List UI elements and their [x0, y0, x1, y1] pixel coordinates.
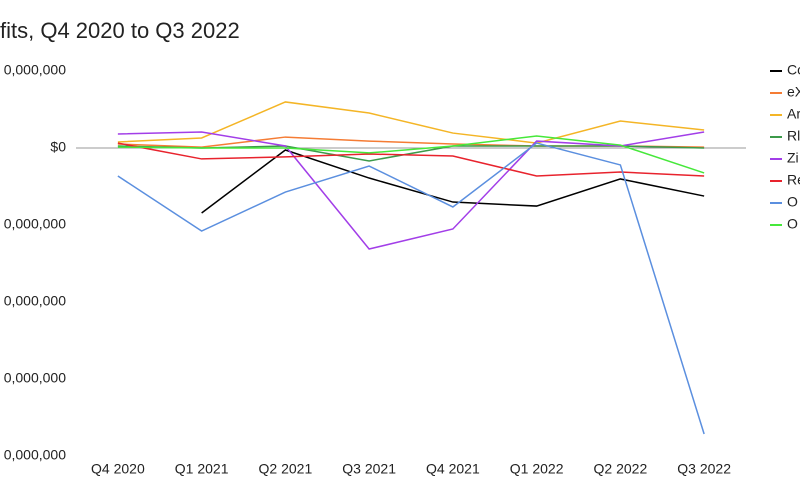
x-tick-label: Q1 2021 — [175, 461, 229, 477]
legend-label: Rl — [787, 128, 800, 144]
x-tick-label: Q2 2021 — [259, 461, 313, 477]
y-tick-label: $0 — [50, 139, 66, 155]
x-tick-label: Q3 2022 — [677, 461, 731, 477]
legend-label: O — [787, 194, 798, 210]
x-tick-label: Q4 2021 — [426, 461, 480, 477]
y-tick-label: 0,000,000 — [4, 216, 66, 232]
chart-title: fits, Q4 2020 to Q3 2022 — [0, 18, 240, 43]
series-line — [201, 149, 705, 214]
series-line — [117, 142, 705, 177]
y-tick-label: 0,000,000 — [4, 370, 66, 386]
series-line — [117, 135, 705, 174]
x-tick-label: Q4 2020 — [91, 461, 145, 477]
legend-label: eX — [787, 84, 800, 100]
legend-label: Re — [787, 172, 800, 188]
legend-label: Co — [787, 62, 800, 78]
series-line — [117, 101, 705, 144]
y-tick-label: 0,000,000 — [4, 62, 66, 78]
series-line — [117, 131, 705, 250]
x-tick-label: Q1 2022 — [510, 461, 564, 477]
y-tick-label: 0,000,000 — [4, 447, 66, 463]
series-line — [117, 142, 705, 435]
legend-label: Ar — [787, 106, 800, 122]
x-tick-label: Q3 2021 — [342, 461, 396, 477]
y-tick-label: 0,000,000 — [4, 293, 66, 309]
x-tick-label: Q2 2022 — [594, 461, 648, 477]
legend-label: O — [787, 216, 798, 232]
legend-label: Zi — [787, 150, 799, 166]
